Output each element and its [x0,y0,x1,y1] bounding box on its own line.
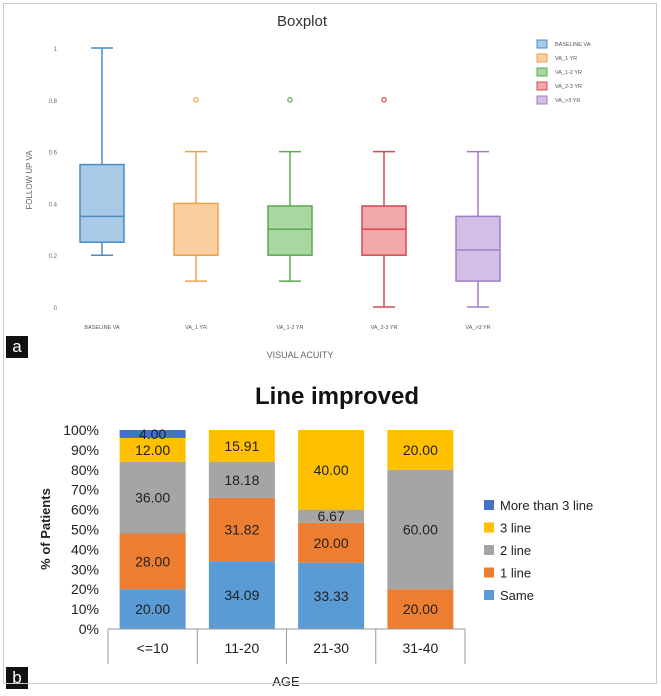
y-tick-label: 0.4 [49,202,58,208]
legend-swatch [484,522,494,533]
x-tick-label: 21-30 [313,640,349,656]
y-tick-label: 20% [71,581,99,597]
outlier-point [287,97,293,103]
legend-swatch [484,590,494,600]
panel-label-a: a [6,336,28,358]
box [455,215,501,282]
legend-label: 1 line [500,566,531,581]
legend-label: More than 3 line [500,498,593,513]
bar-segment [119,533,186,590]
y-axis-label: FOLLOW UP VA [25,150,34,210]
legend-label: Same [500,588,534,603]
y-tick-label: 0 [54,306,58,312]
legend-swatch [536,39,548,49]
x-axis-label: VISUAL ACUITY [267,350,334,360]
y-tick-label: 40% [71,541,99,557]
bar-segment [119,437,186,462]
data-label: 20.00 [135,601,170,617]
bar-segment [298,562,365,629]
stacked-bar-chart: Line improved % of Patients AGE 0% 10% 20% 30%… [38,383,593,689]
box [267,205,313,256]
bar-segment [119,461,186,534]
data-label: 12.00 [135,442,170,458]
legend-swatch [536,67,548,77]
chart-title: Line improved [255,383,419,410]
panel-label-b: b [6,667,28,689]
y-tick-label: 0.8 [49,99,58,105]
legend-label: VA_1-2 YR [555,70,582,76]
x-tick-label: VA_1-2 YR [276,325,303,331]
bar-segment [208,461,275,498]
legend-label: VA_>3 YR [555,98,580,104]
y-tick-label: 60% [71,502,99,518]
stacked-bar-panel: Line improved % of Patients AGE 0% 10% 20% 30%… [0,364,661,691]
x-tick-label: VA_>3 YR [465,325,490,331]
x-tick-label: 31-40 [402,640,438,656]
y-tick-label: 1 [54,47,58,53]
data-label: 4.00 [139,426,166,442]
boxplot-panel: Boxplot VISUAL ACUITY FOLLOW UP VA 0 0.2 0.4 0… [6,13,591,360]
legend-label: 2 line [500,543,531,558]
legend-label: 3 line [500,521,531,536]
outlier-point [193,97,199,103]
bar-segment [119,589,186,629]
data-label: 28.00 [135,553,170,569]
x-axis-label: AGE [272,674,300,689]
outlier-point [381,97,387,103]
x-tick-label: BASELINE VA [84,325,120,331]
bar-segment [387,469,454,590]
bar-segment [208,430,275,462]
data-label: 40.00 [314,462,349,478]
y-tick-label: 30% [71,561,99,577]
data-label: 6.67 [318,508,345,524]
data-label: 20.00 [403,601,438,617]
bar-segment [298,430,365,510]
data-label: 60.00 [403,522,438,538]
x-tick-label: 11-20 [224,640,259,656]
legend-label: VA_1 YR [555,56,577,62]
y-axis-label: % of Patients [38,488,53,570]
data-label: 36.00 [135,490,170,506]
chart-title: Boxplot [277,13,328,30]
data-label: 33.33 [314,588,349,604]
box [79,163,125,243]
bar-segment [387,430,454,470]
y-tick-label: 0.6 [49,151,58,157]
legend-swatch [536,95,548,105]
data-label: 20.00 [403,442,438,458]
data-label: 34.09 [224,587,259,603]
legend-label: VA_2-3 YR [555,84,582,90]
y-tick-label: 50% [71,522,99,538]
y-tick-label: 10% [71,601,99,617]
x-tick-label: VA_1 YR [185,325,207,331]
bar-segment [208,561,275,629]
bar-segment [298,522,365,563]
box [173,202,219,256]
legend-swatch [484,500,494,510]
legend-swatch [536,81,548,91]
box [361,205,407,256]
x-tick-label: VA_2-3 YR [370,325,397,331]
y-tick-label: 100% [63,422,99,438]
legend-swatch [484,545,494,555]
bar-segment [387,589,454,629]
y-tick-label: 70% [71,482,99,498]
legend-swatch [536,53,548,63]
legend-label: BASELINE VA [555,42,591,48]
data-label: 31.82 [224,522,259,538]
data-label: 20.00 [314,535,349,551]
bar-segment [119,430,186,438]
y-tick-label: 80% [71,462,99,478]
y-tick-label: 0.2 [49,254,58,260]
legend-swatch [484,567,494,578]
boxplot-chart: Boxplot VISUAL ACUITY FOLLOW UP VA 0 0.2 0.4 0… [25,13,591,360]
y-tick-label: 90% [71,442,99,458]
data-label: 18.18 [224,472,259,488]
bar-segment [208,497,275,562]
x-tick-label: <=10 [137,640,169,656]
data-label: 15.91 [224,438,259,454]
y-tick-label: 0% [79,621,99,637]
bar-segment [298,509,365,523]
